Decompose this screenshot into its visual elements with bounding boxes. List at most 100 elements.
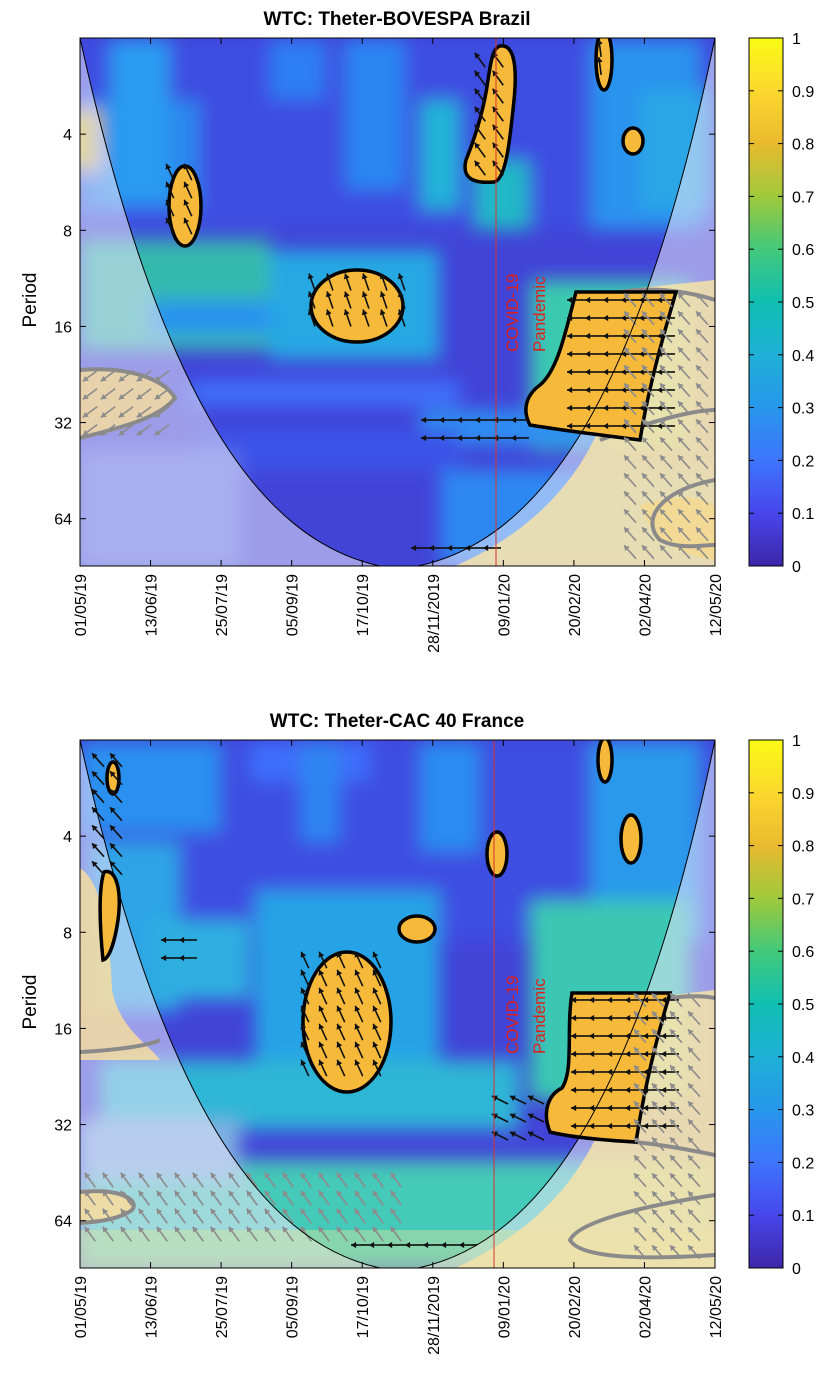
phase-arrow	[687, 1190, 701, 1206]
phase-arrow	[677, 454, 691, 470]
phase-arrow	[491, 1113, 509, 1123]
phase-arrow	[695, 382, 709, 398]
phase-arrow	[100, 387, 116, 401]
phase-arrow	[165, 181, 175, 199]
phase-arrow	[633, 1082, 647, 1098]
phase-arrow	[687, 1226, 701, 1242]
phase-arrow	[420, 416, 440, 424]
phase-arrow	[109, 752, 123, 768]
phase-arrow	[474, 142, 486, 158]
phase-arrow	[300, 1023, 310, 1041]
phase-arrow	[91, 842, 105, 858]
phase-arrow	[606, 1104, 626, 1112]
phase-arrow	[687, 1208, 701, 1224]
phase-arrow	[633, 1244, 647, 1260]
phase-arrow	[584, 296, 604, 304]
phase-arrow	[325, 309, 334, 327]
phase-arrow	[102, 1190, 114, 1206]
phase-arrow	[669, 1244, 683, 1260]
x-tick-label: 28/11/2019	[426, 574, 443, 653]
significant-regions-1	[167, 38, 679, 442]
phase-arrow	[677, 292, 691, 308]
phase-arrow	[669, 1010, 683, 1026]
colorbar-tick-label: 0.5	[792, 295, 814, 312]
phase-arrow	[183, 181, 193, 199]
phase-arrow	[174, 1190, 186, 1206]
phase-arrow	[178, 936, 198, 944]
x-tick-label: 12/05/20	[708, 1276, 725, 1338]
phase-arrow	[156, 1190, 168, 1206]
phase-arrow	[379, 309, 388, 327]
phase-arrow	[677, 508, 691, 524]
phase-arrow	[372, 969, 382, 987]
phase-arrow	[641, 508, 655, 524]
phase-arrow	[641, 490, 655, 506]
colorbar-tick-label: 0.1	[792, 506, 814, 523]
phase-arrow	[282, 1208, 294, 1224]
phase-arrow	[446, 544, 466, 552]
phase-arrow	[118, 369, 134, 383]
phase-arrow	[651, 1118, 665, 1134]
phase-arrow	[109, 788, 123, 804]
phase-arrow	[422, 1241, 442, 1249]
x-tick-label: 20/02/20	[567, 1276, 584, 1338]
phase-arrow	[138, 1208, 150, 1224]
significant-region	[621, 126, 645, 156]
x-tick-label: 01/05/19	[73, 574, 90, 636]
phase-arrow	[677, 346, 691, 362]
phase-arrow	[91, 752, 105, 768]
phase-arrow	[651, 1010, 665, 1026]
phase-arrow	[300, 1190, 312, 1206]
colorbar-tick-label: 1	[792, 733, 801, 750]
phase-arrow	[623, 346, 637, 362]
phase-arrow	[687, 992, 701, 1008]
phase-arrow	[602, 422, 622, 430]
phase-arrow	[695, 346, 709, 362]
phase-arrow	[438, 434, 458, 442]
phase-arrow	[379, 273, 388, 291]
phase-arrow	[100, 369, 116, 383]
phase-arrow	[623, 544, 637, 560]
y-tick-label: 16	[54, 319, 72, 336]
phase-arrow	[641, 364, 655, 380]
phase-arrow	[390, 1226, 402, 1242]
phase-arrow	[606, 1086, 626, 1094]
phase-arrow	[509, 1095, 527, 1105]
phase-arrow	[492, 142, 504, 158]
y-tick-label: 32	[54, 416, 72, 433]
phase-arrow	[677, 436, 691, 452]
phase-arrow	[641, 418, 655, 434]
phase-arrow	[210, 1172, 222, 1188]
phase-arrow	[318, 969, 328, 987]
phase-arrow	[588, 1122, 608, 1130]
colorbar-tick-label: 0.6	[792, 242, 814, 259]
significant-region	[596, 740, 614, 784]
phase-arrow	[438, 416, 458, 424]
colorbar-tick-label: 0.3	[792, 1103, 814, 1120]
colorbar-tick-label: 0.7	[792, 189, 814, 206]
phase-arrow	[228, 1172, 240, 1188]
phase-arrow	[372, 951, 382, 969]
phase-arrow	[138, 1190, 150, 1206]
phase-arrow	[372, 1226, 384, 1242]
phase-arrow	[183, 217, 193, 235]
phase-arrow	[606, 996, 626, 1004]
phase-arrow	[300, 1172, 312, 1188]
x-tick-label: 25/07/19	[214, 1276, 231, 1338]
phase-arrow	[336, 1059, 346, 1077]
phase-arrow	[474, 106, 486, 122]
phase-arrow	[300, 987, 310, 1005]
phase-arrow	[623, 454, 637, 470]
phase-arrow	[492, 124, 504, 140]
phase-arrow	[527, 1113, 545, 1123]
phase-arrow	[623, 490, 637, 506]
phase-arrow	[174, 1226, 186, 1242]
phase-arrow	[695, 310, 709, 326]
phase-arrow	[623, 292, 637, 308]
phase-arrow	[82, 423, 98, 437]
phase-arrow	[300, 1005, 310, 1023]
phase-arrow	[354, 1226, 366, 1242]
phase-arrow	[669, 1064, 683, 1080]
phase-arrow	[695, 508, 709, 524]
colorbar-tick-label: 0.8	[792, 839, 814, 856]
